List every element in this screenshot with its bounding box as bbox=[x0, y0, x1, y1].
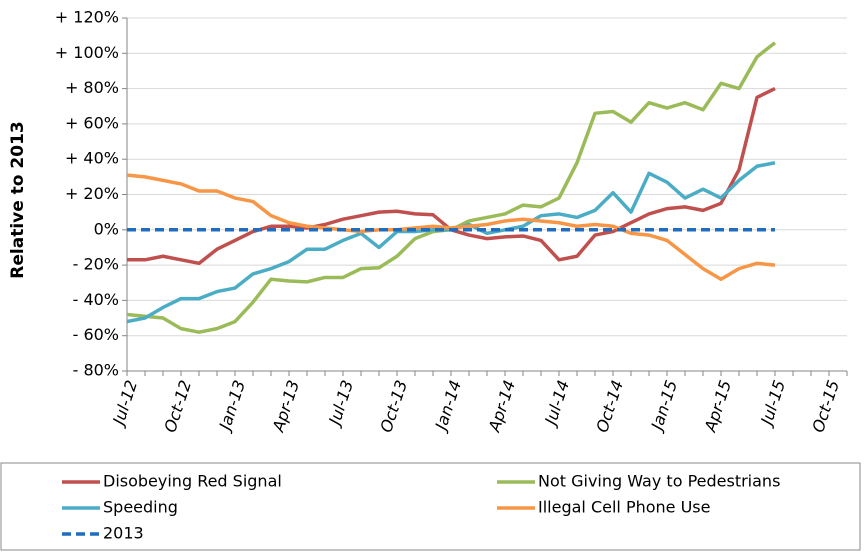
y-tick-label: + 80% bbox=[65, 78, 119, 97]
y-tick-label: + 40% bbox=[65, 149, 119, 168]
y-tick-label: + 60% bbox=[65, 113, 119, 132]
y-axis-label: Relative to 2013 bbox=[8, 121, 28, 278]
y-tick-label: - 60% bbox=[73, 325, 119, 344]
y-tick-label: + 100% bbox=[55, 43, 119, 62]
y-tick-label: 0% bbox=[94, 219, 119, 238]
y-tick-label: - 20% bbox=[73, 255, 119, 274]
legend-box bbox=[0, 462, 861, 551]
y-tick-label: - 80% bbox=[73, 361, 119, 380]
y-tick-label: + 120% bbox=[55, 8, 119, 27]
legend-label: Not Giving Way to Pedestrians bbox=[538, 472, 780, 491]
legend-label: Speeding bbox=[103, 498, 178, 517]
y-tick-label: - 40% bbox=[73, 290, 119, 309]
series-line bbox=[126, 173, 776, 281]
y-tick-label: + 20% bbox=[65, 184, 119, 203]
legend-label: Illegal Cell Phone Use bbox=[538, 498, 710, 517]
legend-label: 2013 bbox=[103, 524, 144, 543]
legend-label: Disobeying Red Signal bbox=[103, 472, 282, 491]
